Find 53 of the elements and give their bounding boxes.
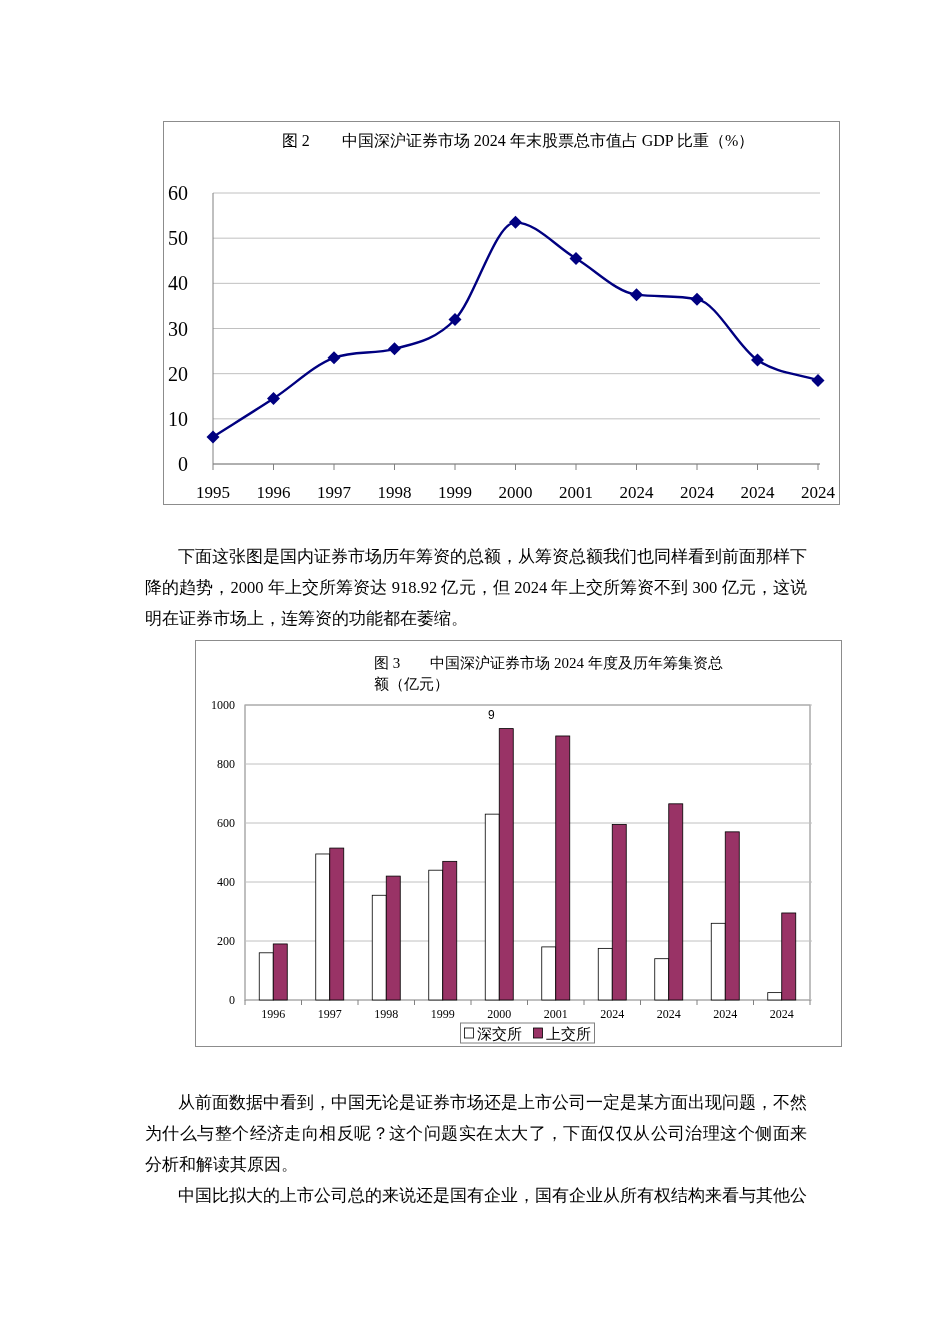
point xyxy=(569,251,583,265)
text: 从前面数据中看到，中国无论是证券市场还是上市公司一定是某方面出现问题，不然为什么与整个经济走向相反呢？这个问题实在太大了，下面仅仅从公司治理这个侧面来分析和解读其原因。 xyxy=(145,1092,807,1176)
x-tick-label: 2024 xyxy=(740,483,775,502)
x-tick-label: 2001 xyxy=(559,483,593,502)
y-tick-label: 200 xyxy=(217,934,235,948)
legend-label: 上交所 xyxy=(545,1025,591,1042)
point xyxy=(448,312,462,326)
y-tick-label: 50 xyxy=(168,227,188,250)
x-tick-label: 1997 xyxy=(317,1007,342,1021)
point xyxy=(327,351,341,365)
x-tick-label: 1995 xyxy=(196,483,230,502)
y-tick-label: 60 xyxy=(168,182,188,204)
x-tick-label: 2000 xyxy=(498,483,533,502)
x-tick-label: 1998 xyxy=(374,1007,399,1021)
text: 下面这张图是国内证券市场历年筹资的总额，从筹资总额我们也同样看到前面那样下降的趋势，2000 年上交所筹资达 918.92 亿元，但 2024 年上交所筹资不到 300 亿元，这说明在证券市场上，连筹资的功能都在萎缩。 xyxy=(145,546,807,630)
x-tick-label: 2024 xyxy=(713,1007,738,1021)
y-tick-label: 0 xyxy=(229,993,235,1007)
text: 中国比拟大的上市公司总的来说还是国有企业，国有企业从所有权结构来看与其他公 xyxy=(177,1185,807,1207)
x-tick-label: 1998 xyxy=(377,483,412,502)
y-tick-label: 1000 xyxy=(211,698,235,712)
y-tick-label: 600 xyxy=(217,816,235,830)
legend-label: 深交所 xyxy=(476,1025,522,1042)
x-tick-label: 1997 xyxy=(317,483,352,502)
x-tick-label: 2000 xyxy=(487,1007,512,1021)
point xyxy=(388,342,401,356)
point xyxy=(509,215,522,229)
chart-title: 图 3 中国深沪证券市场 2024 年度及历年筹集资总额（亿元） xyxy=(374,654,724,694)
y-tick-label: 10 xyxy=(168,407,188,430)
x-tick-label: 2024 xyxy=(619,483,654,502)
x-tick-label: 1999 xyxy=(438,483,472,502)
x-tick-label: 2001 xyxy=(543,1007,568,1021)
annotation: 9 xyxy=(487,707,495,722)
x-tick-label: 2024 xyxy=(600,1007,625,1021)
y-tick-label: 40 xyxy=(168,272,188,295)
point xyxy=(690,292,704,306)
y-tick-label: 20 xyxy=(168,362,188,385)
x-tick-label: 1999 xyxy=(430,1007,455,1021)
x-tick-label: 2024 xyxy=(801,483,836,502)
x-tick-label: 2024 xyxy=(680,483,715,502)
y-tick-label: 30 xyxy=(168,317,188,340)
point xyxy=(206,430,220,444)
x-tick-label: 1996 xyxy=(256,483,291,502)
chart-title: 图 2 中国深沪证券市场 2024 年末股票总市值占 GDP 比重（%） xyxy=(280,131,756,151)
point xyxy=(751,353,764,367)
x-tick-label: 2024 xyxy=(656,1007,681,1021)
x-tick-label: 2024 xyxy=(769,1007,794,1021)
point xyxy=(811,373,825,387)
y-tick-label: 800 xyxy=(217,757,235,771)
y-tick-label: 0 xyxy=(178,453,188,475)
point xyxy=(267,392,280,406)
y-tick-label: 400 xyxy=(217,875,235,889)
point xyxy=(630,288,643,302)
x-tick-label: 1996 xyxy=(261,1007,286,1021)
